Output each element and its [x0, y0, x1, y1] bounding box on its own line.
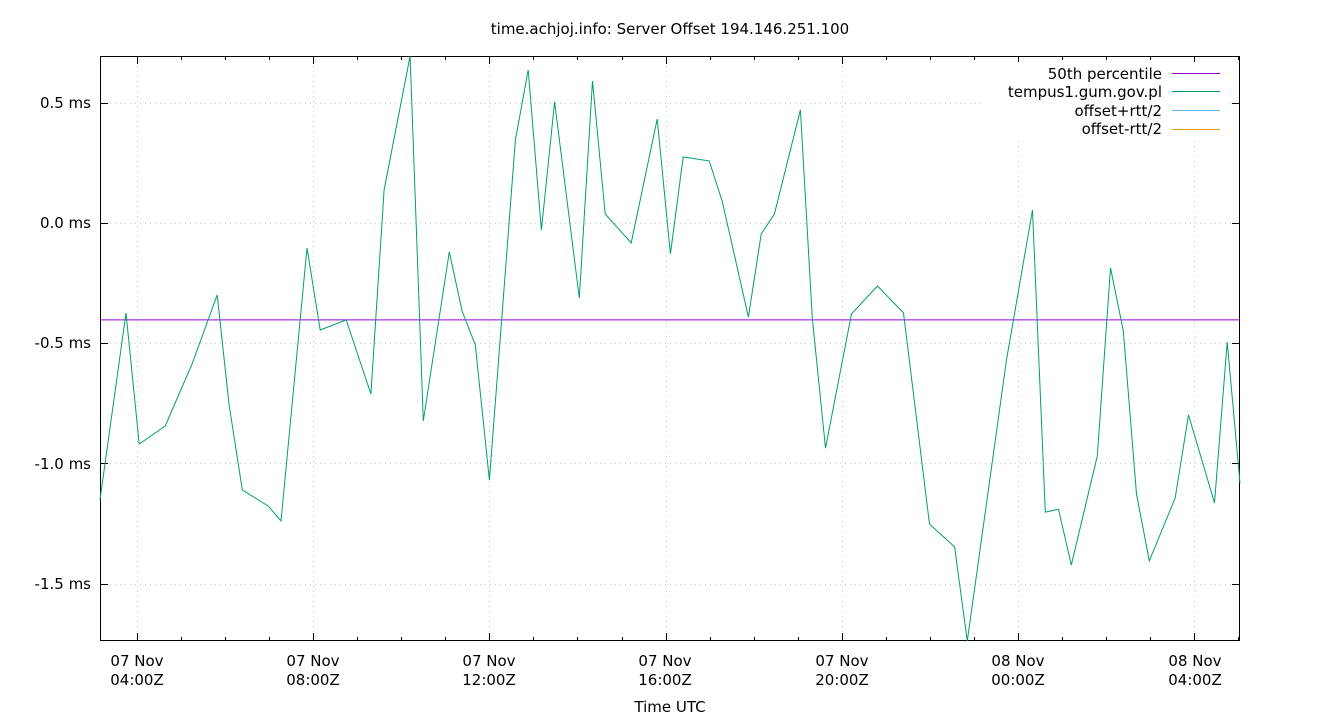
x-tick-time: 12:00Z — [462, 671, 516, 689]
legend-label-offset-minus-rtt: offset-rtt/2 — [1082, 120, 1162, 138]
legend-label-offset-plus-rtt: offset+rtt/2 — [1074, 102, 1162, 120]
y-tick-label: -0.5 ms — [35, 334, 92, 352]
x-tick-time: 16:00Z — [638, 671, 692, 689]
x-axis-title: Time UTC — [633, 698, 705, 716]
data-series — [99, 55, 1241, 642]
y-tick-label: -1.5 ms — [35, 575, 92, 593]
x-tick-time: 04:00Z — [1168, 671, 1222, 689]
chart-title: time.achjoj.info: Server Offset 194.146.… — [491, 20, 849, 38]
legend-background — [985, 62, 1230, 140]
x-tick-time: 20:00Z — [815, 671, 869, 689]
y-tick-label: 0.5 ms — [40, 94, 91, 112]
x-axis-labels: 07 Nov 04:00Z 07 Nov 08:00Z 07 Nov 12:00… — [110, 652, 1222, 689]
offset-series-line — [99, 55, 1241, 642]
x-tick-date: 07 Nov — [462, 652, 515, 670]
x-tick-date: 08 Nov — [1168, 652, 1221, 670]
x-tick-time: 08:00Z — [286, 671, 340, 689]
x-tick-date: 07 Nov — [110, 652, 163, 670]
x-tick-time: 04:00Z — [110, 671, 164, 689]
x-tick-date: 07 Nov — [815, 652, 868, 670]
x-tick-date: 07 Nov — [638, 652, 691, 670]
y-tick-label: -1.0 ms — [35, 455, 92, 473]
legend: 50th percentile tempus1.gum.gov.pl offse… — [985, 62, 1230, 140]
legend-label-server: tempus1.gum.gov.pl — [1008, 83, 1162, 101]
legend-label-percentile: 50th percentile — [1048, 65, 1162, 83]
x-tick-date: 07 Nov — [286, 652, 339, 670]
x-tick-date: 08 Nov — [991, 652, 1044, 670]
plot-frame — [100, 56, 1240, 641]
x-tick-time: 00:00Z — [991, 671, 1045, 689]
y-tick-label: 0.0 ms — [40, 214, 91, 232]
y-axis-labels: 0.5 ms 0.0 ms -0.5 ms -1.0 ms -1.5 ms — [35, 94, 92, 593]
